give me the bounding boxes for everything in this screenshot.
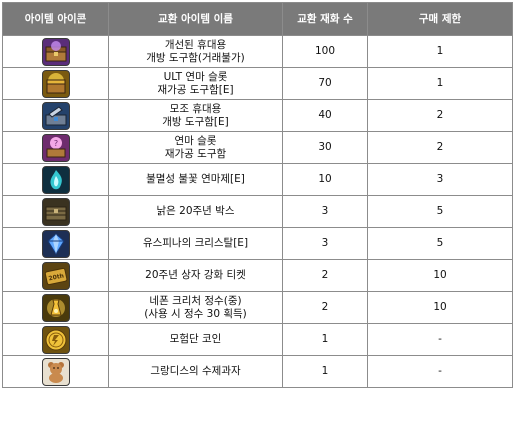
table-row: 낡은 20주년 박스 3 5	[2, 195, 513, 228]
item-name-line: 모험단 코인	[169, 333, 222, 345]
item-name-cell: 모험단 코인	[108, 323, 283, 356]
exchange-table: 아이템 아이콘 교환 아이템 이름 교환 재화 수 구매 제한 개선된 휴대용 개…	[2, 2, 513, 388]
svg-text:?: ?	[53, 139, 57, 148]
item-limit-cell: -	[367, 323, 513, 356]
item-name-cell: ULT 연마 슬롯 재가공 도구함[E]	[108, 67, 283, 100]
item-name-cell: 낡은 20주년 박스	[108, 195, 283, 228]
item-name-line: (사용 시 정수 30 획득)	[144, 307, 247, 320]
purple-chest-icon	[41, 37, 70, 66]
item-name-line: 불멸성 불꽃 연마제[E]	[146, 173, 245, 185]
table-row: 모험단 코인 1-	[2, 323, 513, 356]
ticket-label: 20th	[48, 272, 65, 282]
item-name-cell: 그랑디스의 수제과자	[108, 355, 283, 388]
item-cost-cell: 1	[282, 355, 368, 388]
item-limit-cell: 10	[367, 291, 513, 324]
item-name-line: ULT 연마 슬롯	[163, 70, 228, 83]
item-name-line: 그랑디스의 수제과자	[150, 365, 241, 377]
golden-essence-icon	[41, 293, 70, 322]
item-cost-cell: 3	[282, 227, 368, 260]
item-icon-cell	[2, 163, 109, 196]
item-name-line: 연마 슬롯	[174, 134, 217, 147]
item-name-cell: 모조 휴대용 개방 도구함[E]	[108, 99, 283, 132]
item-limit-cell: 5	[367, 227, 513, 260]
item-cost-cell: 10	[282, 163, 368, 196]
item-name-line: 개방 도구함(거래불가)	[146, 51, 245, 64]
table-row: 그랑디스의 수제과자 1-	[2, 355, 513, 388]
table-row: 20th 20주년 상자 강화 티켓 2 10	[2, 259, 513, 292]
item-name-line: 네폰 크리처 정수(중)	[149, 294, 242, 307]
item-name-line: 재가공 도구함	[164, 147, 227, 160]
table-row: 네폰 크리처 정수(중) (사용 시 정수 30 획득) 2 10	[2, 291, 513, 324]
table-header-row: 아이템 아이콘 교환 아이템 이름 교환 재화 수 구매 제한	[2, 2, 513, 36]
item-name-cell: 네폰 크리처 정수(중) (사용 시 정수 30 획득)	[108, 291, 283, 324]
table-row: 유스피나의 크리스탈[E] 3 5	[2, 227, 513, 260]
item-icon-cell	[2, 195, 109, 228]
item-cost-cell: 2	[282, 259, 368, 292]
item-limit-cell: 5	[367, 195, 513, 228]
item-cost-cell: 30	[282, 131, 368, 164]
item-cost-cell: 1	[282, 323, 368, 356]
item-icon-cell	[2, 291, 109, 324]
item-cost-cell: 2	[282, 291, 368, 324]
item-name-line: 재가공 도구함[E]	[157, 83, 234, 96]
blue-crystal-icon	[41, 229, 70, 258]
exchange-table-wrapper: 아이템 아이콘 교환 아이템 이름 교환 재화 수 구매 제한 개선된 휴대용 개…	[2, 2, 513, 388]
item-name-cell: 개선된 휴대용 개방 도구함(거래불가)	[108, 35, 283, 68]
item-limit-cell: 2	[367, 99, 513, 132]
item-cost-cell: 100	[282, 35, 368, 68]
item-name-cell: 연마 슬롯 재가공 도구함	[108, 131, 283, 164]
item-name-line: 유스피나의 크리스탈[E]	[142, 237, 249, 249]
item-cost-cell: 70	[282, 67, 368, 100]
item-cost-cell: 3	[282, 195, 368, 228]
item-limit-cell: 2	[367, 131, 513, 164]
gold-coin-icon	[41, 325, 70, 354]
item-name-cell: 불멸성 불꽃 연마제[E]	[108, 163, 283, 196]
header-icon: 아이템 아이콘	[2, 2, 109, 36]
item-icon-cell	[2, 67, 109, 100]
item-icon-cell	[2, 35, 109, 68]
table-body: 개선된 휴대용 개방 도구함(거래불가) 100 1 ULT 연마 슬롯 재가공 도구함[…	[2, 35, 513, 388]
item-icon-cell: ?	[2, 131, 109, 164]
gold-ticket-icon: 20th	[41, 261, 70, 290]
item-name-line: 모조 휴대용	[169, 102, 222, 115]
item-icon-cell	[2, 355, 109, 388]
item-limit-cell: 10	[367, 259, 513, 292]
cyan-flame-icon	[41, 165, 70, 194]
item-icon-cell: 20th	[2, 259, 109, 292]
item-name-cell: 유스피나의 크리스탈[E]	[108, 227, 283, 260]
header-limit: 구매 제한	[367, 2, 513, 36]
table-row: 불멸성 불꽃 연마제[E] 10 3	[2, 163, 513, 196]
item-cost-cell: 40	[282, 99, 368, 132]
item-icon-cell	[2, 323, 109, 356]
golden-chest-icon	[41, 69, 70, 98]
teddy-bear-cookie-icon	[41, 357, 70, 386]
item-limit-cell: -	[367, 355, 513, 388]
item-name-line: 20주년 상자 강화 티켓	[145, 269, 246, 281]
item-limit-cell: 3	[367, 163, 513, 196]
header-name: 교환 아이템 이름	[108, 2, 283, 36]
pink-chest-icon: ?	[41, 133, 70, 162]
header-cost: 교환 재화 수	[282, 2, 368, 36]
item-icon-cell	[2, 99, 109, 132]
blue-toolbox-icon	[41, 101, 70, 130]
item-icon-cell	[2, 227, 109, 260]
table-row: 개선된 휴대용 개방 도구함(거래불가) 100 1	[2, 35, 513, 68]
item-name-line: 개선된 휴대용	[164, 38, 227, 51]
item-name-line: 개방 도구함[E]	[162, 115, 229, 128]
item-limit-cell: 1	[367, 35, 513, 68]
item-limit-cell: 1	[367, 67, 513, 100]
item-name-cell: 20주년 상자 강화 티켓	[108, 259, 283, 292]
table-row: ? 연마 슬롯 재가공 도구함 30 2	[2, 131, 513, 164]
item-name-line: 낡은 20주년 박스	[156, 205, 235, 217]
table-row: ULT 연마 슬롯 재가공 도구함[E] 70 1	[2, 67, 513, 100]
table-row: 모조 휴대용 개방 도구함[E] 40 2	[2, 99, 513, 132]
wooden-box-icon	[41, 197, 70, 226]
